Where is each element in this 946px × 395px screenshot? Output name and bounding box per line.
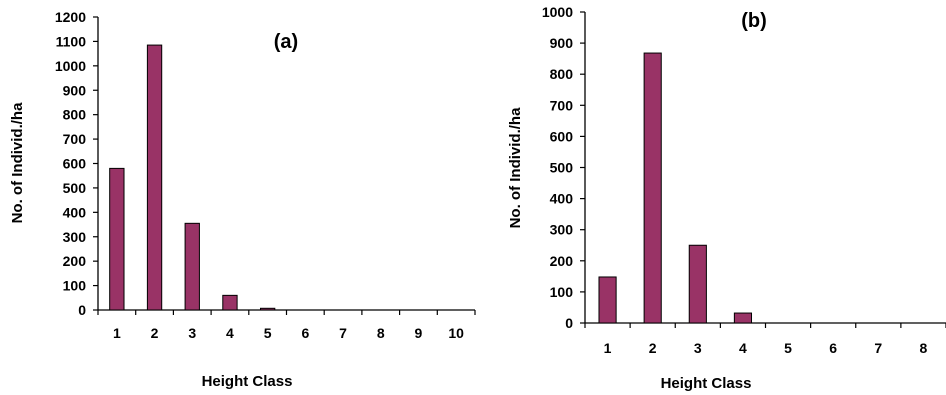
chart-b-bar [643,52,662,324]
chart-b-y-tick-label: 800 [550,66,574,82]
chart-a-y-tick-label: 100 [63,278,87,294]
chart-b-x-tick-label: 5 [784,340,792,356]
chart-a-title: (a) [274,31,298,53]
chart-a-y-tick-label: 400 [63,204,87,220]
chart-b: (b) No. of Individ./ha Height Class 0 100… [507,4,946,392]
chart-b-x-tick-label: 6 [829,340,837,356]
chart-a-x-tick-label: 1 [113,325,121,341]
chart-b-y-tick-label: 600 [550,128,574,144]
chart-b-x-tick-label: 4 [739,340,747,356]
chart-b-y-tick-label: 400 [550,191,574,207]
chart-a-x-tick-label: 3 [188,325,196,341]
chart-a-y-tick-label: 300 [63,229,87,245]
chart-b-bar [688,244,707,324]
chart-b-y-tick-label: 900 [550,35,574,51]
chart-a-y-tick-label: 800 [63,107,87,123]
chart-b-bar [598,276,617,324]
chart-a-bar [109,167,125,311]
chart-b-y-tick-label: 200 [550,253,574,269]
chart-b-y-tick-label: 0 [565,315,573,331]
chart-a-bar [222,294,238,311]
chart-a-y-tick-label: 700 [63,131,87,147]
chart-b-y-axis-title: No. of Individ./ha [507,107,524,228]
chart-b-y-tick-label: 300 [550,222,574,238]
chart-a-x-tick-label: 8 [377,325,385,341]
chart-a-y-axis-title: No. of Individ./ha [9,102,26,223]
chart-a-y-tick-label: 1100 [56,33,87,49]
chart-a-x-tick-label: 6 [301,325,309,341]
chart-b-x-tick-label: 2 [649,340,657,356]
chart-b-y-tick-label: 1000 [542,4,573,20]
chart-a-x-tick-label: 2 [151,325,159,341]
chart-a-x-tick-label: 7 [339,325,347,341]
chart-b-x-axis-title: Height Class [661,375,752,392]
chart-a-bar [184,222,200,311]
chart-a-y-tick-label: 900 [63,82,87,98]
chart-a-bar [259,307,276,311]
chart-a-y-tick-label: 600 [63,156,87,172]
chart-a-y-tick-label: 1200 [55,9,86,25]
chart-b-x-tick-label: 3 [694,340,702,356]
chart-b-bar [733,312,753,324]
chart-b-x-tick-label: 1 [604,340,612,356]
chart-b-y-tick-label: 500 [550,160,574,176]
chart-a-bar [146,44,163,311]
chart-b-y-tick-label: 100 [550,284,574,300]
chart-b-y-tick-label: 700 [550,97,574,113]
chart-a-x-axis-title: Height Class [202,373,293,390]
chart-a-y-tick-label: 0 [78,302,86,318]
chart-a: (a) No. of Individ./ha Height Class 0 100… [9,9,476,390]
chart-a-x-tick-label: 5 [264,325,272,341]
chart-a-x-tick-label: 10 [448,325,464,341]
chart-a-x-tick-label: 4 [226,325,234,341]
chart-a-y-tick-label: 1000 [55,58,86,74]
chart-a-y-tick-label: 500 [63,180,87,196]
chart-a-x-tick-label: 9 [415,325,423,341]
chart-b-title: (b) [741,10,767,32]
chart-b-x-tick-label: 8 [920,340,928,356]
chart-b-x-tick-label: 7 [874,340,882,356]
chart-a-y-tick-label: 200 [63,253,87,269]
